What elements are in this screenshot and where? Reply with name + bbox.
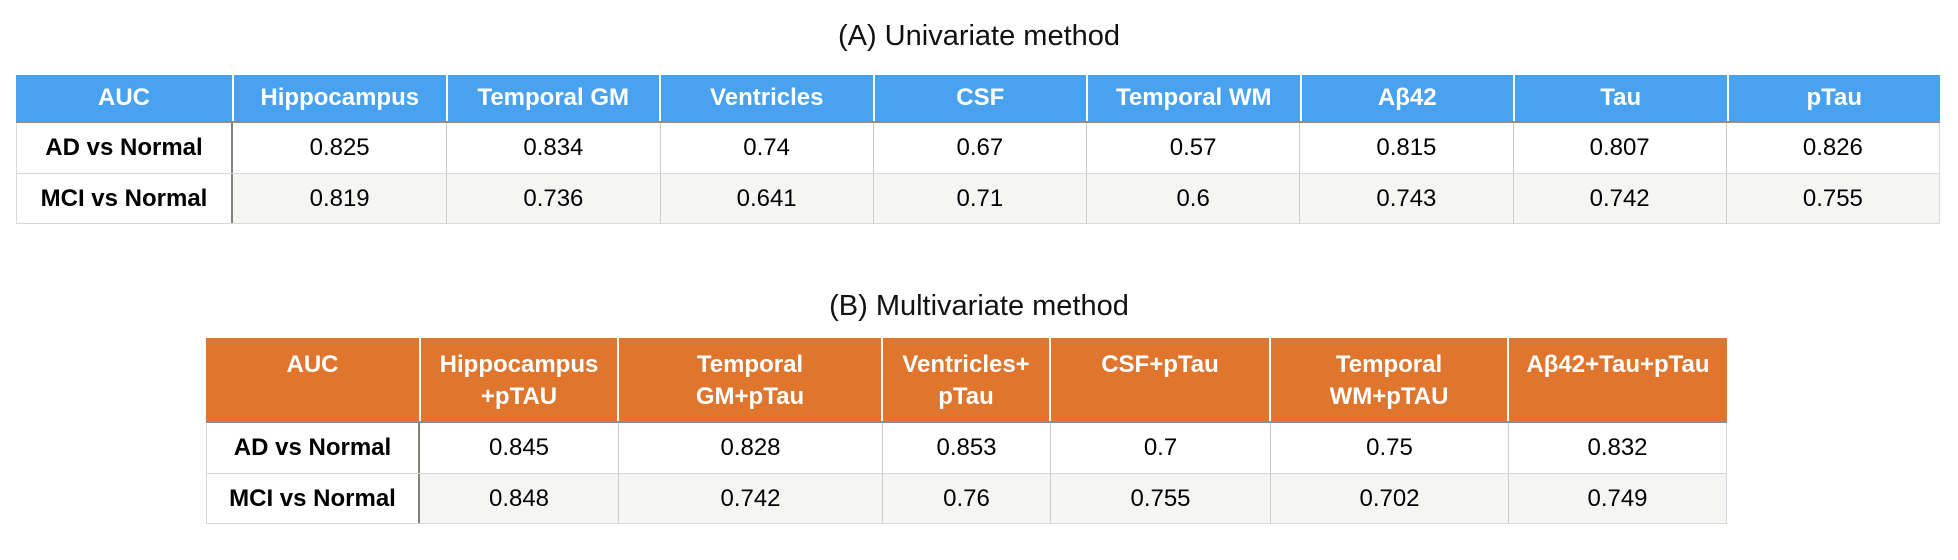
column-header: CSF (872, 75, 1086, 121)
table-body: AD vs Normal 0.845 0.828 0.853 0.7 0.75 0.832 M… (206, 423, 1727, 524)
auc-value-cell: 0.67 (872, 123, 1086, 173)
auc-value-cell: 0.742 (1512, 174, 1726, 223)
row-label: AD vs Normal (207, 423, 420, 473)
auc-value-cell: 0.736 (446, 174, 659, 223)
column-header: Aβ42+Tau+pTau (1507, 338, 1727, 421)
column-header: CSF+pTau (1049, 338, 1269, 421)
auc-value-cell: 0.755 (1725, 174, 1939, 223)
auc-value-cell: 0.743 (1299, 174, 1512, 223)
auc-value-cell: 0.834 (446, 123, 659, 173)
column-header: Temporal WM+pTAU (1269, 338, 1507, 421)
table-row: MCI vs Normal 0.848 0.742 0.76 0.755 0.702 0.7… (207, 473, 1726, 523)
auc-value-cell: 0.825 (309, 134, 370, 161)
table-row: MCI vs Normal 0.819 0.736 0.641 0.71 0.6 0.743… (17, 173, 1939, 223)
auc-value-cell: 0.641 (659, 174, 873, 223)
auc-value-cell: 0.848 (488, 484, 550, 512)
row-label: MCI vs Normal (207, 474, 420, 523)
auc-value-cell: 0.6 (1086, 174, 1299, 223)
auc-value-cell: 0.853 (882, 423, 1050, 473)
auc-value-cell: 0.755 (1050, 474, 1270, 523)
column-header: Tau (1513, 75, 1727, 121)
auc-value-cell: 0.7 (1050, 423, 1270, 473)
auc-value-cell: 0.807 (1512, 123, 1726, 173)
multivariate-auc-table: AUC Hippocampus +pTAU Temporal GM+pTau Vent… (206, 338, 1727, 524)
column-header: Aβ42 (1299, 75, 1513, 121)
auc-value-cell: 0.828 (618, 423, 882, 473)
column-header: Temporal WM (1086, 75, 1300, 121)
multivariate-panel-title: (B) Multivariate method (829, 290, 1129, 322)
auc-value-cell: 0.819 (309, 184, 370, 212)
column-header: Ventricles+ pTau (881, 338, 1049, 421)
auc-value-cell: 0.71 (872, 174, 1086, 223)
auc-value-cell: 0.815 (1299, 123, 1512, 173)
auc-value-cell: 0.76 (882, 474, 1050, 523)
table-body: AD vs Normal 0.825 0.834 0.74 0.67 0.57 0.815 0… (16, 123, 1940, 224)
auc-value-cell: 0.749 (1508, 474, 1726, 523)
column-header: Hippocampus +pTAU (419, 338, 617, 421)
column-header: AUC (16, 75, 232, 121)
header-row: AUC Hippocampus Temporal GM Ventricles CSF Te… (16, 75, 1940, 123)
univariate-auc-table: AUC Hippocampus Temporal GM Ventricles CSF Te… (16, 75, 1940, 224)
row-label: MCI vs Normal (17, 174, 233, 223)
univariate-panel-title: (A) Univariate method (837, 20, 1121, 52)
auc-value-cell: 0.845 (488, 434, 550, 461)
auc-value-cell: 0.832 (1508, 423, 1726, 473)
auc-value-cell: 0.74 (659, 123, 873, 173)
column-header: Temporal GM (445, 75, 659, 121)
row-label: AD vs Normal (17, 123, 233, 173)
column-header: Ventricles (659, 75, 873, 121)
auc-value-cell: 0.702 (1270, 474, 1508, 523)
auc-value-cell: 0.742 (618, 474, 882, 523)
auc-value-cell: 0.826 (1725, 123, 1939, 173)
column-header: pTau (1726, 75, 1940, 121)
auc-value-cell: 0.75 (1270, 423, 1508, 473)
auc-value-cell: 0.57 (1086, 123, 1299, 173)
header-row: AUC Hippocampus +pTAU Temporal GM+pTau Vent… (206, 338, 1727, 423)
table-row: AD vs Normal 0.845 0.828 0.853 0.7 0.75 0.832 (207, 423, 1726, 473)
column-header: AUC (206, 338, 419, 421)
column-header: Temporal GM+pTau (617, 338, 881, 421)
table-row: AD vs Normal 0.825 0.834 0.74 0.67 0.57 0.815 0… (17, 123, 1939, 173)
column-header: Hippocampus (232, 75, 446, 121)
